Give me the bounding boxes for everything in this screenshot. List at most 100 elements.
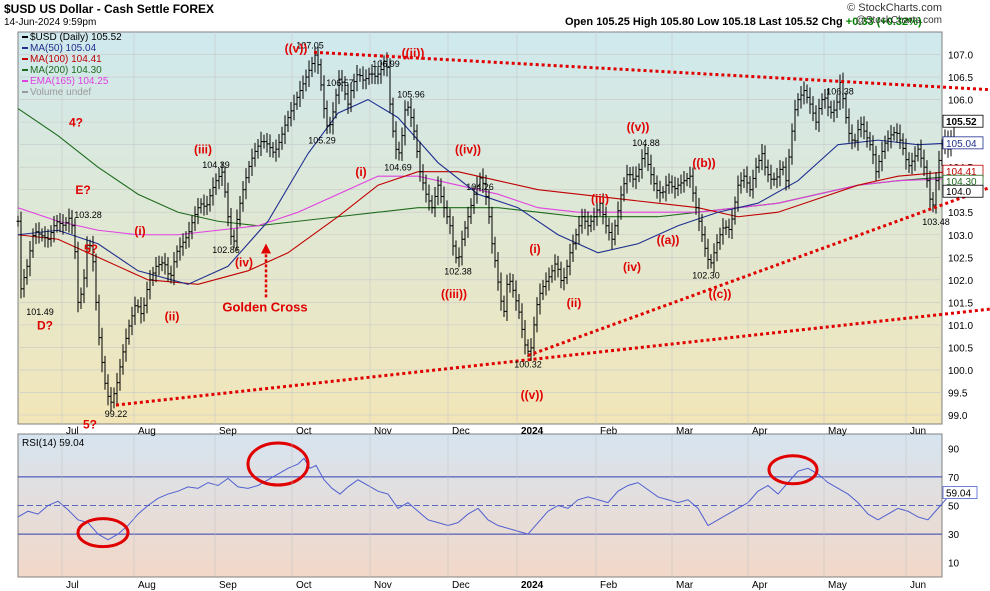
- month-label: Sep: [219, 426, 237, 437]
- trendline: [527, 186, 990, 357]
- rsi-highlight-circle: [767, 454, 819, 486]
- price-label: 106.99: [372, 59, 400, 69]
- rsi-month-label: Dec: [452, 580, 470, 591]
- legend-entry: Volume undef: [30, 87, 91, 98]
- price-label: 102.38: [444, 267, 472, 277]
- month-label: Aug: [138, 426, 156, 437]
- wave-label: ((a)): [657, 233, 680, 247]
- price-label: 103.28: [74, 210, 102, 220]
- legend-entry: $USD (Daily) 105.52: [30, 32, 122, 43]
- wave-label: ((v)): [285, 41, 308, 55]
- month-label: Mar: [676, 426, 694, 437]
- wave-label: D?: [37, 318, 53, 332]
- timestamp: 14-Jun-2024 9:59pm: [4, 17, 97, 28]
- price-tick-label: 102.5: [948, 253, 973, 264]
- month-label: Jun: [910, 426, 926, 437]
- wave-label: (iii): [591, 192, 609, 206]
- legend-entry: MA(100) 104.41: [30, 54, 102, 65]
- chg-value: +0.33 (+0.32%): [845, 16, 922, 28]
- price-label: 106.38: [826, 86, 854, 96]
- rsi-month-label: 2024: [521, 580, 544, 591]
- price-tick-label: 102.0: [948, 276, 973, 287]
- legend-entry: EMA(165) 104.25: [30, 76, 109, 87]
- rsi-title: RSI(14) 59.04: [22, 438, 85, 449]
- trendline: [313, 50, 990, 92]
- month-label: Jul: [66, 426, 79, 437]
- month-label: Dec: [452, 426, 470, 437]
- golden-cross-label: Golden Cross: [222, 299, 307, 314]
- rsi-highlight-circle: [246, 441, 310, 487]
- wave-label: (iv): [235, 255, 253, 269]
- month-label: 2024: [521, 426, 544, 437]
- price-tick-label: 106.5: [948, 73, 973, 84]
- month-label: Nov: [374, 426, 392, 437]
- wave-label: ((ii)): [402, 46, 425, 60]
- open-label: Open: [565, 16, 594, 28]
- wave-label: (i): [134, 224, 145, 238]
- month-label: Apr: [752, 426, 768, 437]
- ma50-line: [17, 98, 956, 285]
- price-tick-label: 100.5: [948, 343, 973, 354]
- rsi-month-label: Aug: [138, 580, 156, 591]
- rsi-month-label: Oct: [296, 580, 312, 591]
- price-label: 104.26: [466, 182, 494, 192]
- price-label: 105.29: [308, 136, 336, 146]
- rsi-highlight-circle: [76, 517, 130, 549]
- wave-label: ((v)): [521, 388, 544, 402]
- low-label: Low: [697, 16, 720, 28]
- open-value: 105.25: [596, 16, 630, 28]
- ohlc-readout: Open 105.25 High 105.80 Low 105.18 Last …: [565, 16, 922, 28]
- rsi-value-tag-box: [942, 486, 978, 499]
- wave-label: (i): [529, 242, 540, 256]
- rsi-month-label: May: [828, 580, 847, 591]
- last-label: Last: [758, 16, 782, 28]
- legend-entry: MA(50) 105.04: [30, 43, 97, 54]
- low-value: 105.18: [722, 16, 756, 28]
- ema165-line: [17, 175, 956, 236]
- price-tick-label: 99.0: [948, 411, 968, 422]
- wave-label: (ii): [567, 296, 582, 310]
- wave-label: ((v)): [627, 120, 650, 134]
- price-label: 103.48: [922, 217, 950, 227]
- value-tag-text: 105.52: [946, 117, 977, 128]
- price-label: 104.39: [202, 160, 230, 170]
- wave-label: (iv): [623, 260, 641, 274]
- value-tag-box: [942, 184, 984, 198]
- price-label: 104.69: [384, 163, 412, 173]
- brand-label: © StockCharts.com: [847, 2, 942, 14]
- month-label: May: [828, 426, 847, 437]
- price-label: 102.30: [692, 270, 720, 280]
- rsi-line: [17, 457, 956, 541]
- chart-header: $USD US Dollar - Cash Settle FOREX 14-Ju…: [0, 0, 990, 32]
- price-tick-label: 103.5: [948, 208, 973, 219]
- price-label: 99.22: [105, 409, 128, 419]
- month-label: Oct: [296, 426, 312, 437]
- rsi-tick-label: 70: [948, 473, 960, 484]
- value-tag-text: 105.04: [946, 139, 977, 150]
- price-label: 102.86: [212, 245, 240, 255]
- value-tag-text: 104.30: [946, 177, 977, 188]
- price-label: 104.88: [632, 138, 660, 148]
- wave-label: 4?: [69, 116, 83, 130]
- rsi-tick-label: 10: [948, 559, 960, 570]
- price-tick-label: 101.5: [948, 298, 973, 309]
- price-label: 101.49: [26, 307, 54, 317]
- price-tick-label: 101.0: [948, 321, 973, 332]
- wave-label: E?: [75, 183, 90, 197]
- wave-label: (iii): [194, 143, 212, 157]
- trendline: [115, 307, 990, 407]
- legend-entry: MA(200) 104.30: [30, 65, 102, 76]
- value-tag-text: 104.41: [946, 167, 977, 178]
- value-tag-box: [942, 114, 984, 128]
- wave-label: ((iv)): [455, 143, 481, 157]
- last-value: 105.52: [784, 16, 819, 28]
- month-label: Feb: [600, 426, 618, 437]
- wave-label: ((b)): [692, 156, 715, 170]
- wave-label: (ii): [165, 309, 180, 323]
- rsi-month-label: Jul: [66, 580, 79, 591]
- wave-label: 5?: [84, 242, 98, 256]
- price-label: 105.96: [397, 89, 425, 99]
- wave-label: (i): [355, 165, 366, 179]
- rsi-value-tag: 59.04: [946, 489, 971, 500]
- price-panel-bg: [17, 31, 943, 425]
